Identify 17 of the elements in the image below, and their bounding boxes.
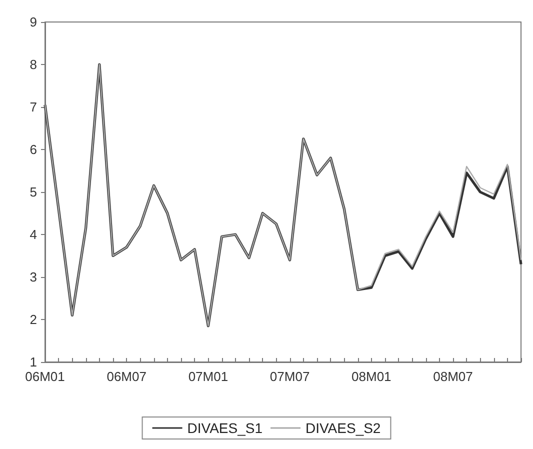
x-tick-label: 08M01 <box>352 369 392 384</box>
x-tick-label: 07M01 <box>188 369 228 384</box>
legend-label: DIVAES_S2 <box>306 420 381 436</box>
x-tick-label: 06M07 <box>106 369 146 384</box>
y-tick-label: 9 <box>30 14 37 30</box>
x-tick-label: 07M07 <box>270 369 310 384</box>
y-tick-label: 7 <box>30 100 37 114</box>
y-tick-label: 4 <box>30 227 37 242</box>
y-tick-label: 2 <box>30 312 37 327</box>
y-tick-label: 6 <box>30 142 37 157</box>
y-tick-label: 1 <box>30 354 37 370</box>
y-tick-label: 3 <box>30 270 37 284</box>
y-tick-label: 5 <box>30 184 37 200</box>
y-tick-label: 8 <box>30 57 37 72</box>
legend-label: DIVAES_S1 <box>187 420 263 436</box>
x-tick-label: 08M07 <box>433 369 473 384</box>
x-tick-label: 06M01 <box>25 369 65 384</box>
